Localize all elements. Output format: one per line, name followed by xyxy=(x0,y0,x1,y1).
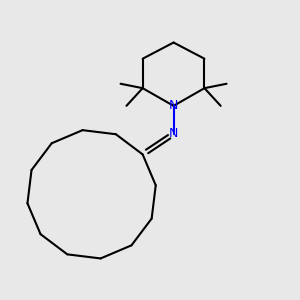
Text: N: N xyxy=(169,127,178,140)
Text: N: N xyxy=(169,99,178,112)
